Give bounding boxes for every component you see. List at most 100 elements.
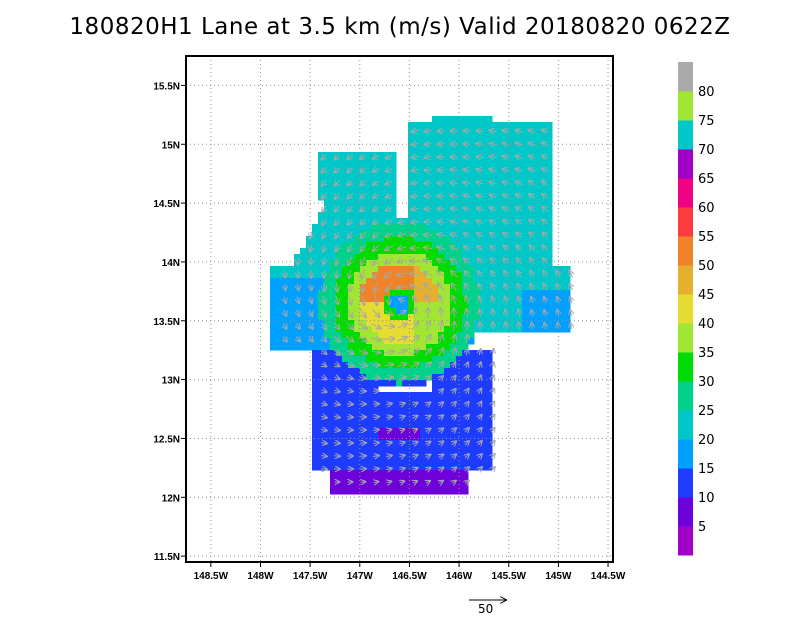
wind-cell: [414, 254, 421, 261]
wind-cell: [414, 470, 421, 477]
wind-cell: [330, 386, 337, 393]
wind-vector: [360, 378, 366, 379]
wind-cell: [522, 176, 529, 183]
wind-cell: [318, 224, 325, 231]
wind-vector: [516, 233, 523, 238]
wind-cell: [456, 392, 463, 399]
wind-cell: [276, 302, 283, 309]
wind-cell: [378, 266, 385, 273]
wind-cell: [480, 140, 487, 147]
wind-cell: [402, 422, 409, 429]
wind-cell: [486, 440, 493, 447]
wind-cell: [366, 326, 373, 333]
wind-cell: [450, 170, 457, 177]
wind-cell: [342, 206, 349, 213]
wind-cell: [324, 398, 331, 405]
wind-cell: [456, 410, 463, 417]
wind-cell: [402, 368, 409, 375]
wind-vector: [450, 183, 458, 184]
wind-cell: [450, 458, 457, 465]
wind-cell: [342, 290, 349, 297]
wind-cell: [390, 458, 397, 465]
wind-vector: [557, 284, 560, 291]
wind-cell: [450, 278, 457, 285]
wind-cell: [426, 308, 433, 315]
wind-cell: [414, 272, 421, 279]
colorbar-segment: [678, 323, 693, 353]
wind-cell: [330, 200, 337, 207]
wind-cell: [378, 320, 385, 327]
wind-cell: [348, 470, 355, 477]
wind-cell: [420, 404, 427, 411]
y-tick-label: 11.5N: [154, 552, 180, 563]
wind-vector: [424, 183, 432, 184]
wind-cell: [354, 440, 361, 447]
wind-cell: [510, 164, 517, 171]
colorbar-segment: [678, 410, 693, 440]
wind-cell: [312, 434, 319, 441]
wind-cell: [456, 254, 463, 261]
wind-cell: [438, 392, 445, 399]
wind-vector: [373, 233, 380, 238]
wind-cell: [456, 248, 463, 255]
wind-cell: [414, 314, 421, 321]
wind-cell: [450, 446, 457, 453]
wind-cell: [456, 128, 463, 135]
wind-cell: [510, 236, 517, 243]
wind-cell: [288, 326, 295, 333]
wind-cell: [270, 332, 277, 339]
wind-cell: [348, 284, 355, 291]
wind-vectors: [283, 130, 573, 484]
wind-cell: [372, 170, 379, 177]
wind-cell: [564, 320, 571, 327]
colorbar-label: 20: [698, 433, 715, 448]
colorbar-label: 45: [698, 288, 715, 303]
wind-cell: [390, 152, 397, 159]
wind-cell: [456, 212, 463, 219]
wind-cell: [456, 482, 463, 489]
wind-vector: [439, 415, 443, 419]
wind-cell: [366, 200, 373, 207]
colorbar-segment: [678, 497, 693, 527]
wind-vector: [450, 208, 458, 209]
wind-cell: [408, 344, 415, 351]
wind-cell: [480, 422, 487, 429]
wind-vector: [346, 336, 353, 341]
wind-cell: [522, 134, 529, 141]
wind-cell: [438, 224, 445, 231]
wind-cell: [360, 176, 367, 183]
wind-cell: [378, 350, 385, 357]
wind-cell: [342, 308, 349, 315]
wind-cell: [462, 278, 469, 285]
wind-cell: [330, 212, 337, 219]
wind-vector: [437, 209, 445, 210]
wind-cell: [480, 458, 487, 465]
wind-cell: [534, 224, 541, 231]
wind-cell: [456, 458, 463, 465]
wind-cell: [546, 278, 553, 285]
wind-cell: [342, 296, 349, 303]
wind-cell: [306, 248, 313, 255]
wind-cell: [354, 212, 361, 219]
wind-cell: [402, 476, 409, 483]
wind-cell: [330, 488, 337, 495]
wind-cell: [522, 218, 529, 225]
wind-cell: [318, 428, 325, 435]
wind-cell: [564, 302, 571, 309]
wind-cell: [378, 440, 385, 447]
wind-cell: [384, 374, 391, 381]
wind-cell: [438, 236, 445, 243]
wind-cell: [426, 278, 433, 285]
wind-cell: [444, 422, 451, 429]
wind-cell: [486, 158, 493, 165]
wind-cell: [444, 350, 451, 357]
wind-cell: [354, 158, 361, 165]
wind-cell: [462, 236, 469, 243]
wind-vector: [371, 338, 380, 340]
wind-cell: [534, 326, 541, 333]
wind-cell: [510, 242, 517, 249]
wind-cell: [480, 314, 487, 321]
wind-cell: [498, 248, 505, 255]
wind-vector: [334, 364, 339, 367]
wind-cell: [318, 386, 325, 393]
